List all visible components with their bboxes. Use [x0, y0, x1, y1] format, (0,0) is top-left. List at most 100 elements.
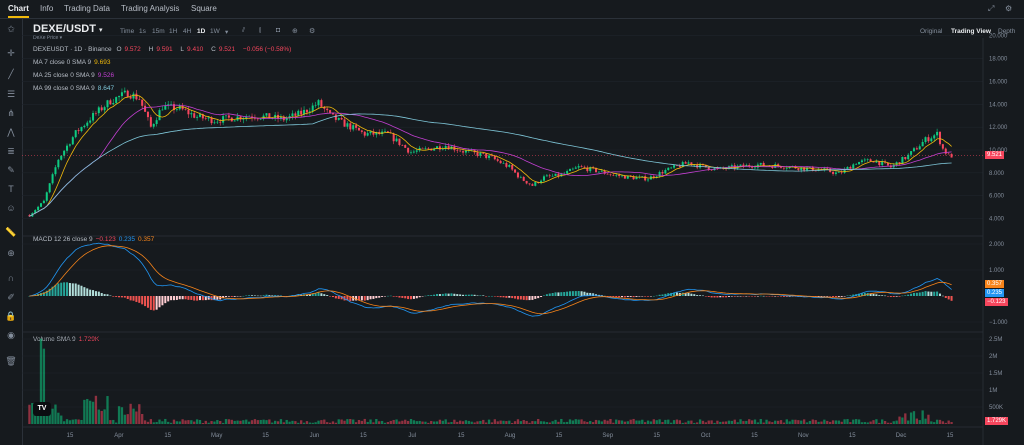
macd-histogram-bar [120, 296, 123, 298]
favorite-icon[interactable]: ✩ [7, 24, 15, 34]
volume-bar [143, 420, 147, 424]
volume-tick-label: 1M [989, 388, 997, 394]
candle-body [881, 161, 884, 166]
candle-body [586, 167, 589, 172]
tab-square[interactable]: Square [191, 4, 217, 13]
candle-body [459, 150, 462, 152]
volume-bar [190, 420, 193, 424]
volume-bar [626, 421, 629, 424]
price-tick-label: 6.000 [989, 194, 1005, 200]
candle-body [930, 138, 933, 142]
camera-icon[interactable]: ◘ [276, 27, 281, 34]
tf-1s[interactable]: 1s [139, 28, 146, 35]
candle-body [583, 166, 586, 168]
indicator-icon[interactable]: ⫽ [242, 27, 246, 34]
trash-icon[interactable]: 🗑 [5, 356, 17, 366]
macd-histogram-bar [777, 296, 780, 297]
pair-title[interactable]: DEXE/USDT ▾ [33, 23, 103, 35]
macd-histogram-bar [201, 296, 204, 301]
candle-body [71, 137, 74, 145]
tf-15m[interactable]: 15m [152, 28, 165, 35]
tf-1d[interactable]: 1D [197, 28, 206, 35]
candle-body [699, 164, 702, 168]
volume-bar [531, 421, 534, 424]
trendline-icon[interactable]: ╱ [8, 69, 14, 79]
volume-bar [591, 422, 595, 424]
settings-icon[interactable]: ⚙ [1005, 4, 1013, 13]
macd-histogram-bar [138, 296, 141, 303]
tf-4h[interactable]: 4H [183, 28, 192, 35]
macd-line-tag: 0.235 [985, 289, 1005, 297]
gear-icon[interactable]: ⚙ [309, 28, 316, 35]
add-icon[interactable]: ⊕ [292, 28, 298, 35]
eye-icon[interactable]: ◉ [7, 330, 15, 340]
candle-body [262, 115, 265, 119]
candle-body [355, 125, 358, 128]
pair-subtitle[interactable]: DeXe Price ▾ [33, 35, 63, 41]
view-original[interactable]: Original [920, 28, 943, 35]
candle-body [661, 172, 664, 174]
macd-histogram-bar [288, 295, 291, 297]
volume-bar [424, 421, 427, 424]
tab-chart[interactable]: Chart [8, 4, 29, 18]
macd-histogram-bar [621, 296, 624, 298]
fib-icon[interactable]: ≣ [7, 146, 15, 156]
tab-trading-data[interactable]: Trading Data [64, 4, 110, 13]
macd-histogram-bar [248, 295, 251, 296]
candle-body [285, 118, 288, 121]
pattern-icon[interactable]: ⋀ [7, 127, 15, 137]
candle-body [340, 118, 343, 120]
ruler-icon[interactable]: 📏 [5, 227, 17, 237]
macd-histogram-bar [54, 284, 57, 296]
tf-1w[interactable]: 1W [210, 28, 220, 35]
candle-body [730, 165, 733, 167]
text-icon[interactable]: T [8, 184, 14, 194]
volume-bar [924, 418, 927, 424]
volume-bar [909, 412, 913, 424]
macd-histogram-bar [675, 292, 678, 296]
macd-histogram-bar [262, 295, 265, 296]
volume-bar [36, 414, 40, 424]
volume-bar [331, 421, 335, 424]
macd-histogram-bar [92, 290, 95, 296]
macd-histogram-bar [291, 295, 294, 296]
candle-body [89, 120, 92, 123]
candle-body [409, 152, 413, 154]
macd-histogram-bar [427, 295, 430, 296]
zoom-icon[interactable]: ⊕ [7, 248, 15, 258]
candle-body [172, 104, 175, 111]
volume-bar [542, 421, 546, 424]
tf-more[interactable]: ▾ [225, 29, 229, 36]
lock-icon[interactable]: 🔒 [5, 311, 17, 321]
brush-icon[interactable]: ✎ [7, 165, 15, 175]
volume-bar [701, 420, 705, 424]
volume-bar [435, 421, 439, 424]
lock-drawing-icon[interactable]: ✐ [7, 292, 15, 302]
macd-histogram-bar [751, 296, 754, 297]
pitchfork-icon[interactable]: ⋔ [7, 108, 15, 118]
magnet-icon[interactable]: ∩ [7, 273, 15, 283]
macd-histogram-bar [161, 296, 164, 306]
crosshair-icon[interactable]: ✛ [7, 48, 15, 58]
macd-histogram-bar [594, 294, 598, 296]
volume-bar [516, 419, 520, 424]
volume-bar [762, 422, 765, 424]
volume-bar [117, 406, 121, 424]
candle-type-icon[interactable]: ⫾ [259, 27, 262, 34]
tf-time[interactable]: Time [120, 28, 135, 35]
emoji-icon[interactable]: ☺ [6, 203, 16, 213]
horizontal-lines-icon[interactable]: ☰ [6, 89, 16, 99]
macd-histogram-bar [915, 292, 918, 296]
macd-histogram-bar [699, 295, 702, 296]
macd-histogram-bar [742, 296, 745, 297]
view-depth[interactable]: Depth [998, 28, 1016, 35]
expand-icon[interactable]: ⤢ [988, 4, 995, 13]
candle-body [308, 111, 311, 113]
tab-trading-analysis[interactable]: Trading Analysis [121, 4, 180, 13]
tab-info[interactable]: Info [40, 4, 54, 13]
tf-1h[interactable]: 1H [169, 28, 178, 35]
candle-body [866, 159, 869, 160]
macd-histogram-bar [109, 295, 112, 297]
view-trading-view[interactable]: Trading View [951, 28, 991, 35]
